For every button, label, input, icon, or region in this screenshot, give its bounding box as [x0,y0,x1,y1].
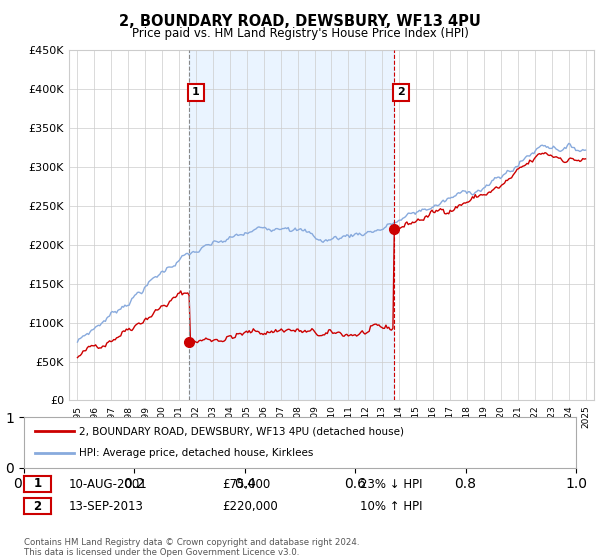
Text: 2: 2 [397,87,405,97]
Text: 13-SEP-2013: 13-SEP-2013 [69,500,144,514]
Text: 1: 1 [192,87,200,97]
Bar [189,50,394,400]
Text: 1: 1 [34,477,41,491]
Text: Price paid vs. HM Land Registry's House Price Index (HPI): Price paid vs. HM Land Registry's House … [131,27,469,40]
Text: 10-AUG-2001: 10-AUG-2001 [69,478,148,491]
Text: £75,000: £75,000 [222,478,270,491]
Text: £220,000: £220,000 [222,500,278,514]
Text: Contains HM Land Registry data © Crown copyright and database right 2024.
This d: Contains HM Land Registry data © Crown c… [24,538,359,557]
Text: HPI: Average price, detached house, Kirklees: HPI: Average price, detached house, Kirk… [79,449,314,459]
Text: 2, BOUNDARY ROAD, DEWSBURY, WF13 4PU (detached house): 2, BOUNDARY ROAD, DEWSBURY, WF13 4PU (de… [79,426,404,436]
Text: 2, BOUNDARY ROAD, DEWSBURY, WF13 4PU: 2, BOUNDARY ROAD, DEWSBURY, WF13 4PU [119,14,481,29]
Text: 23% ↓ HPI: 23% ↓ HPI [360,478,422,491]
Text: 10% ↑ HPI: 10% ↑ HPI [360,500,422,514]
Text: 2: 2 [34,500,41,513]
